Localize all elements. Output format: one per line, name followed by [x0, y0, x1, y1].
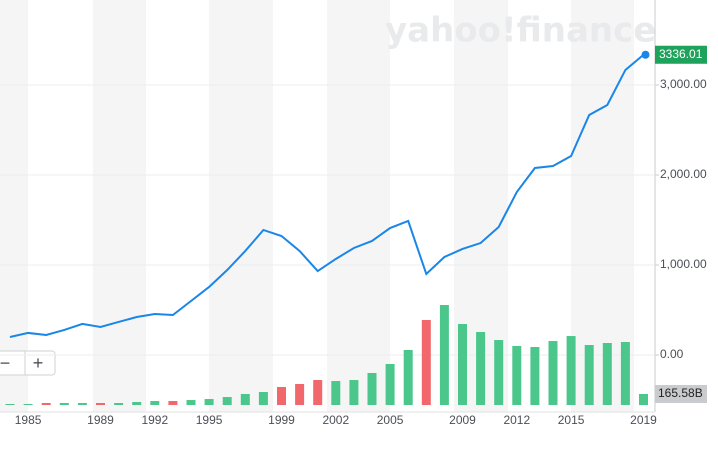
volume-bar [277, 386, 286, 405]
volume-bar [77, 403, 87, 405]
volume-bar [403, 349, 413, 405]
band [209, 0, 273, 412]
volume-bar [222, 397, 232, 405]
x-tick-label: 1999 [268, 413, 295, 427]
volume-bar [639, 393, 648, 405]
volume-bar [602, 343, 612, 405]
volume-bar [548, 341, 558, 405]
volume-bar [114, 403, 124, 405]
volume-bar [59, 403, 69, 405]
volume-bar [620, 342, 630, 405]
zoom-box [0, 350, 56, 376]
volume-bar [313, 380, 323, 405]
x-tick-label: 1995 [196, 413, 223, 427]
volume-bar [41, 403, 51, 405]
x-tick-label: 1985 [15, 413, 42, 427]
x-tick-label: 2002 [322, 413, 349, 427]
volume-bar [421, 320, 431, 405]
volume-bar [458, 324, 467, 405]
last-point [641, 50, 650, 59]
volume-bar [150, 401, 160, 405]
x-tick-label: 2015 [558, 413, 585, 427]
band [327, 0, 390, 412]
volume-bar [476, 331, 486, 405]
x-tick-label: 2009 [449, 413, 476, 427]
volume-bar [349, 380, 359, 405]
x-tick-label: 1989 [87, 413, 114, 427]
band [0, 0, 28, 412]
x-tick-label: 2019 [630, 413, 657, 427]
volume-bar [295, 384, 305, 405]
x-tick-label: 2005 [377, 413, 404, 427]
y-tick-label: 3,000.00 [660, 77, 707, 91]
volume-bar [512, 345, 522, 405]
volume-bar [367, 372, 377, 405]
y-tick-label: 0.00 [660, 347, 684, 361]
zoom-out[interactable]: − [0, 353, 10, 373]
volume-bar [204, 399, 214, 405]
zoom-in[interactable]: + [33, 353, 44, 373]
y-tick-label: 2,000.00 [660, 167, 707, 181]
volume-bar [331, 381, 341, 405]
volume-bar [439, 305, 449, 405]
band [93, 0, 146, 412]
price-line [9, 53, 645, 338]
volume-bar [494, 340, 504, 405]
volume-bar [258, 391, 268, 405]
volume-bar [584, 345, 594, 405]
y-tick-label: 1,000.00 [660, 257, 707, 271]
x-tick-label: 1992 [141, 413, 168, 427]
volume-bar [530, 346, 540, 405]
x-tick-label: 2012 [503, 413, 530, 427]
volume-bar [385, 364, 395, 405]
volume-bar [96, 403, 105, 405]
volume-bar [240, 393, 250, 405]
volume-bar [23, 404, 33, 405]
watermark: yahoo!finance [385, 11, 656, 51]
volume-bar [5, 404, 15, 405]
volume-bar [186, 400, 196, 405]
price-badge [655, 45, 707, 64]
price-label: 3336.01 [659, 47, 703, 61]
volume-bar [566, 336, 576, 405]
volume-bar [132, 402, 142, 405]
volume-bar [168, 401, 178, 405]
volume-label: 165.58B [658, 386, 703, 400]
volume-badge [655, 384, 707, 403]
